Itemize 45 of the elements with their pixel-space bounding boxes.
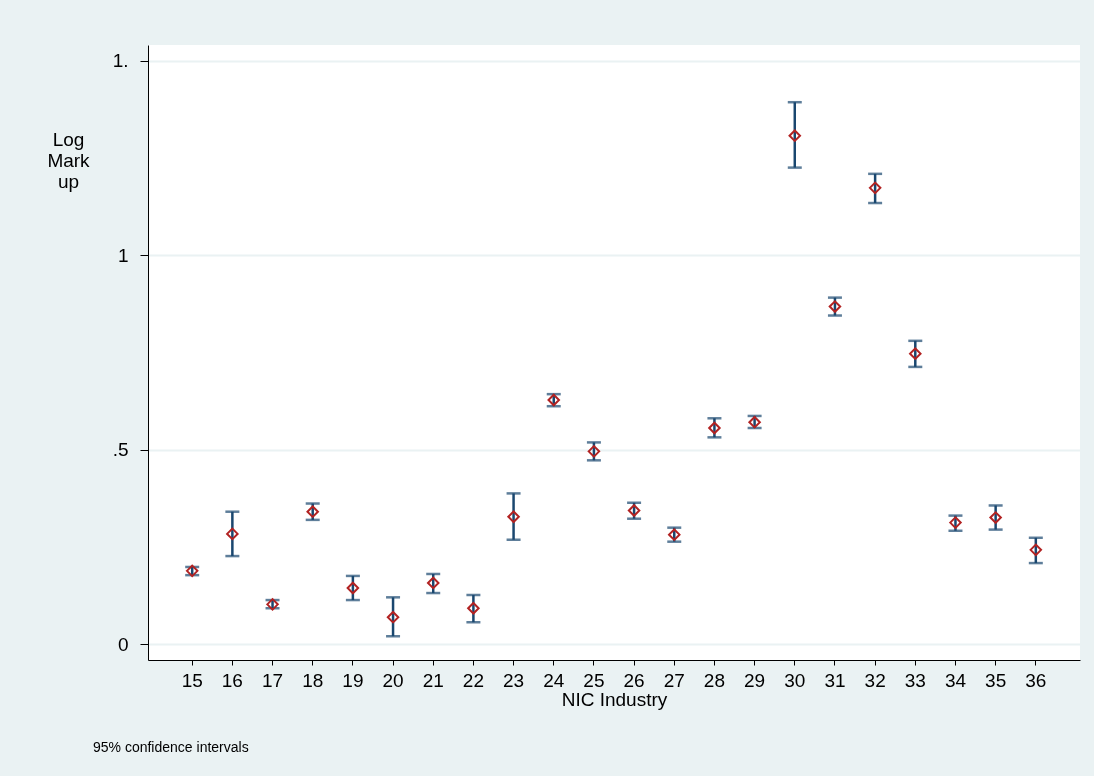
point [708,421,721,435]
x-tick-label: 16 [221,669,243,691]
point [989,511,1002,524]
point [587,445,601,458]
x-tick-label: 33 [904,669,926,691]
x-axis-title: NIC Industry [561,688,668,710]
point [226,527,239,541]
x-tick-label: 26 [623,669,645,691]
point [909,347,922,360]
x-tick-label: 36 [1025,669,1047,691]
y-tick-label: 1. [112,50,129,72]
y-tick-label: 1 [117,244,129,266]
x-tick-label: 22 [462,669,484,691]
point [346,581,360,595]
y-axis-title: Log Mark up [47,128,91,192]
point [868,181,882,195]
y-tick-label: .5 [112,439,129,461]
x-tick-label: 29 [744,669,766,691]
x-tick-label: 15 [181,669,203,691]
x-tick-label: 30 [784,669,806,691]
x-tick-label: 34 [944,669,967,691]
point [507,510,520,523]
point [828,300,842,313]
x-tick-label: 25 [583,669,605,691]
x-tick-label: 17 [261,669,284,691]
x-tick-label: 31 [824,669,846,691]
x-tick-label: 35 [985,669,1007,691]
x-tick-label: 32 [864,669,886,691]
x-tick-label: 24 [543,669,565,691]
point [426,576,440,590]
x-tick-label: 20 [382,669,404,691]
x-tick-label: 18 [302,669,324,691]
x-tick-label: 21 [422,669,444,691]
point [467,601,480,615]
point [949,516,962,529]
point [386,610,400,624]
x-tick-label: 23 [503,669,525,691]
x-tick-label: 19 [342,669,364,691]
point [1029,543,1043,557]
y-tick-label: 0 [117,633,129,655]
x-tick-label: 28 [703,669,725,691]
point [788,129,802,142]
point [306,505,319,518]
text: 95% confidence intervals [93,739,249,755]
x-tick-label: 27 [663,669,685,691]
